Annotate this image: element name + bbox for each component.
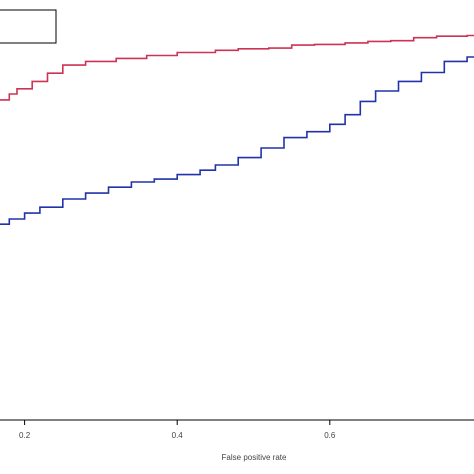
series-line-2 xyxy=(0,56,474,225)
x-tick-label: 0.6 xyxy=(324,431,336,440)
plot-area xyxy=(0,9,474,225)
x-axis-label: False positive rate xyxy=(222,453,287,462)
series-layer xyxy=(0,34,474,225)
legend-box xyxy=(0,9,57,44)
x-tick-label: 0.4 xyxy=(172,431,184,440)
x-tick-label: 0.2 xyxy=(19,431,31,440)
series-line-1 xyxy=(0,34,474,101)
x-ticks: 0.2 0.4 0.6 xyxy=(19,420,336,440)
x-axis: 0.2 0.4 0.6 False positive rate xyxy=(0,419,474,462)
